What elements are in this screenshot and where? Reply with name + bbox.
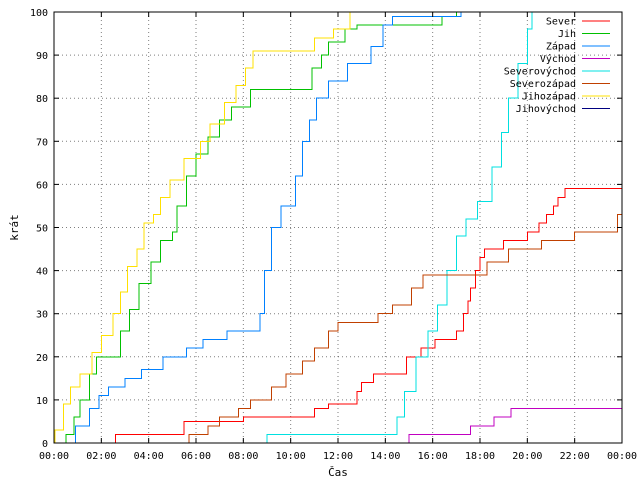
x-tick-label: 14:00 [370, 451, 400, 462]
x-tick-label: 22:00 [560, 451, 590, 462]
series-line-4 [266, 12, 533, 443]
x-tick-label: 02:00 [86, 451, 116, 462]
y-tick-label: 20 [36, 353, 48, 364]
y-tick-label: 0 [42, 439, 48, 450]
y-tick-label: 10 [36, 396, 48, 407]
x-tick-label: 20:00 [512, 451, 542, 462]
legend-label: Sever [546, 17, 576, 28]
series-line-5 [188, 205, 623, 443]
legend-label: Severozápad [510, 78, 576, 90]
legend-label: Severovýchod [504, 66, 576, 78]
legend-label: Jihovýchod [516, 103, 576, 115]
y-tick-label: 90 [36, 51, 48, 62]
legend-label: Jih [558, 29, 576, 40]
series-line-3 [408, 408, 622, 443]
series-line-0 [115, 188, 622, 443]
y-tick-label: 50 [36, 224, 48, 235]
x-axis-label: Čas [328, 466, 348, 479]
x-tick-label: 00:00 [39, 451, 69, 462]
y-tick-label: 30 [36, 310, 48, 321]
legend: SeverJihZápadVýchodSeverovýchodSeverozáp… [504, 17, 610, 115]
series-lines [54, 12, 623, 443]
y-tick-label: 80 [36, 94, 48, 105]
legend-label: Západ [546, 41, 576, 53]
x-tick-label: 00:00 [607, 451, 637, 462]
x-tick-label: 06:00 [181, 451, 211, 462]
legend-label: Východ [540, 53, 576, 65]
x-tick-label: 08:00 [228, 451, 258, 462]
y-tick-label: 60 [36, 180, 48, 191]
series-line-6 [54, 12, 351, 443]
y-tick-label: 70 [36, 137, 48, 148]
x-tick-label: 12:00 [323, 451, 353, 462]
legend-label: Jihozápad [522, 91, 576, 103]
series-line-2 [74, 12, 462, 443]
x-tick-label: 04:00 [134, 451, 164, 462]
series-line-1 [65, 12, 457, 443]
y-tick-label: 40 [36, 267, 48, 278]
y-axis-label: krát [8, 214, 21, 241]
y-tick-label: 100 [30, 8, 48, 19]
axis-ticks: 00:00 02:00 04:00 06:00 08:00 10:00 12:00 14:00… [30, 8, 637, 462]
x-tick-label: 18:00 [465, 451, 495, 462]
grid [54, 12, 622, 443]
x-tick-label: 10:00 [276, 451, 306, 462]
x-tick-label: 16:00 [418, 451, 448, 462]
